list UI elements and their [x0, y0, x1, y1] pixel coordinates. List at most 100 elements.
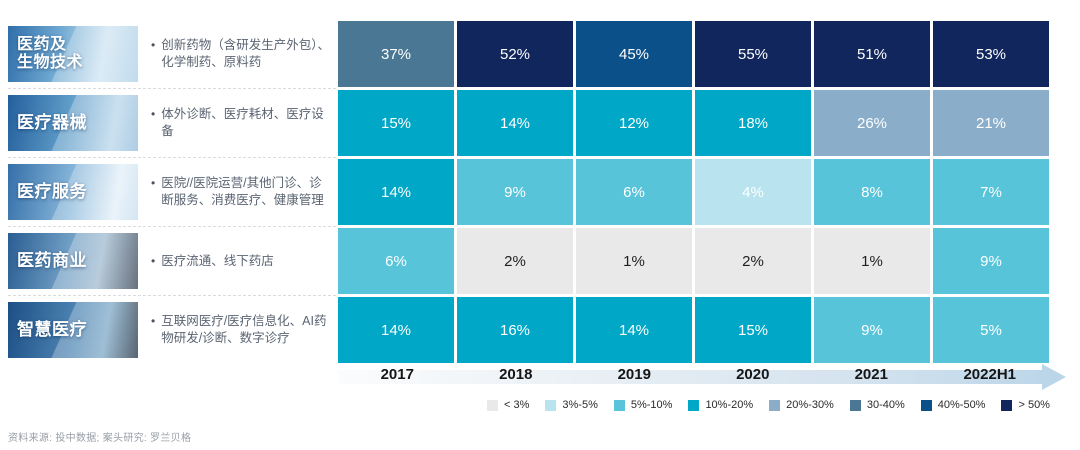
category-label: 医疗器械 — [17, 113, 87, 133]
bullet-icon: • — [151, 314, 156, 329]
legend-swatch — [487, 399, 498, 411]
heatmap-cell-医疗器械-2019: 12% — [576, 90, 692, 156]
heatmap-cell-医疗服务-2017: 14% — [338, 159, 454, 225]
legend-label: < 3% — [504, 399, 530, 411]
legend-swatch — [849, 399, 861, 411]
timeline-arrowhead-icon — [1042, 364, 1066, 390]
legend-label: 40%-50% — [937, 399, 986, 411]
category-description: • 医院//医院运营/其他门诊、诊断服务、消费医疗、健康管理 — [138, 175, 336, 209]
x-axis-labels: 2017 2018 2019 2020 2021 2022H1 — [338, 366, 1049, 383]
heatmap-cell-医药商业-2019: 1% — [576, 228, 692, 294]
row-divider — [8, 226, 336, 227]
heatmap-cell-医药及生物技术-2022H1: 53% — [933, 21, 1049, 87]
category-row-4: 医药商业 • 医疗流通、线下药店 — [8, 228, 336, 294]
category-row-1: 医药及 生物技术 • 创新药物（含研发生产外包）、化学制药、原料药 — [8, 21, 336, 87]
legend-swatch — [613, 399, 625, 411]
row-divider — [8, 157, 336, 158]
category-photo: 医疗器械 — [8, 95, 138, 151]
source-note: 资料来源: 投中数据; 案头研究: 罗兰贝格 — [8, 433, 192, 444]
heatmap-cell-医疗服务-2019: 6% — [576, 159, 692, 225]
x-axis-label-2017: 2017 — [380, 366, 414, 383]
category-description-text: 互联网医疗/医疗信息化、AI药物研发/诊断、数字诊疗 — [161, 314, 327, 345]
category-description-text: 医院//医院运营/其他门诊、诊断服务、消费医疗、健康管理 — [161, 176, 324, 207]
x-axis-label-2022H1: 2022H1 — [963, 366, 1017, 383]
heatmap-cell-医药及生物技术-2017: 37% — [338, 21, 454, 87]
category-label: 医疗服务 — [17, 182, 87, 202]
category-description-text: 体外诊断、医疗耗材、医疗设备 — [161, 107, 324, 138]
category-photo: 医药商业 — [8, 233, 138, 289]
legend-item-5: 20%-30% — [769, 399, 834, 411]
x-axis-label-2019: 2019 — [617, 366, 651, 383]
legend-swatch — [769, 399, 781, 411]
heatmap-cell-智慧医疗-2022H1: 5% — [933, 297, 1049, 363]
category-sidebar: 医药及 生物技术 • 创新药物（含研发生产外包）、化学制药、原料药医疗器械 • 体外诊断… — [8, 21, 336, 363]
heatmap-cell-医药商业-2018: 2% — [457, 228, 573, 294]
legend-item-4: 10%-20% — [688, 399, 753, 411]
bullet-icon: • — [151, 253, 156, 268]
x-axis-label-2020: 2020 — [736, 366, 770, 383]
legend-label: 10%-20% — [705, 399, 754, 411]
legend-item-7: 40%-50% — [920, 399, 986, 411]
heatmap-cell-医疗器械-2022H1: 21% — [933, 90, 1049, 156]
heatmap-cell-医疗服务-2022H1: 7% — [933, 159, 1049, 225]
category-photo: 智慧医疗 — [8, 302, 138, 358]
heatmap-cell-智慧医疗-2017: 14% — [338, 297, 454, 363]
legend-item-2: 3%-5% — [545, 399, 598, 411]
heatmap-cell-智慧医疗-2021: 9% — [814, 297, 930, 363]
category-photo: 医疗服务 — [8, 164, 138, 220]
legend-label: > 50% — [1018, 399, 1050, 411]
heatmap-cell-医疗服务-2018: 9% — [457, 159, 573, 225]
category-description-text: 医疗流通、线下药店 — [161, 253, 274, 268]
heatmap-cell-医疗服务-2021: 8% — [814, 159, 930, 225]
category-row-2: 医疗器械 • 体外诊断、医疗耗材、医疗设备 — [8, 90, 336, 156]
category-description: • 体外诊断、医疗耗材、医疗设备 — [138, 106, 336, 140]
heatmap-cell-智慧医疗-2019: 14% — [576, 297, 692, 363]
row-divider — [8, 295, 336, 296]
color-legend: < 3% 3%-5% 5%-10% 10%-20% 20%-30% 30-40% 40%-5… — [487, 399, 1050, 411]
legend-swatch — [545, 399, 557, 411]
heatmap-cell-医药及生物技术-2021: 51% — [814, 21, 930, 87]
category-description: • 互联网医疗/医疗信息化、AI药物研发/诊断、数字诊疗 — [138, 313, 336, 347]
category-description: • 医疗流通、线下药店 — [138, 253, 336, 270]
timeline-arrow-band — [338, 370, 1044, 384]
category-description: • 创新药物（含研发生产外包）、化学制药、原料药 — [138, 37, 336, 71]
heatmap-cell-医药及生物技术-2019: 45% — [576, 21, 692, 87]
legend-swatch — [688, 399, 700, 411]
category-row-3: 医疗服务 • 医院//医院运营/其他门诊、诊断服务、消费医疗、健康管理 — [8, 159, 336, 225]
legend-swatch — [1001, 399, 1013, 411]
heatmap-cell-医疗器械-2021: 26% — [814, 90, 930, 156]
legend-label: 20%-30% — [786, 399, 834, 411]
heatmap-grid: 37% 52% 45% 55% 51% 53% 15% 14% 12% 18% 26% 21% 14% 9… — [338, 21, 1049, 363]
category-row-5: 智慧医疗 • 互联网医疗/医疗信息化、AI药物研发/诊断、数字诊疗 — [8, 297, 336, 363]
category-label: 智慧医疗 — [17, 320, 87, 340]
legend-swatch — [920, 399, 932, 411]
heatmap-cell-医药商业-2017: 6% — [338, 228, 454, 294]
heatmap-cell-医疗器械-2017: 15% — [338, 90, 454, 156]
bullet-icon: • — [151, 107, 156, 122]
bullet-icon: • — [151, 176, 156, 191]
x-axis-label-2018: 2018 — [499, 366, 533, 383]
heatmap-cell-智慧医疗-2020: 15% — [695, 297, 811, 363]
legend-label: 3%-5% — [562, 399, 598, 411]
legend-item-8: > 50% — [1001, 399, 1050, 411]
heatmap-cell-医药及生物技术-2020: 55% — [695, 21, 811, 87]
category-description-text: 创新药物（含研发生产外包）、化学制药、原料药 — [161, 38, 330, 69]
row-divider — [8, 88, 336, 89]
heatmap-cell-医药商业-2021: 1% — [814, 228, 930, 294]
heatmap-cell-医疗服务-2020: 4% — [695, 159, 811, 225]
legend-item-1: < 3% — [487, 399, 529, 411]
legend-label: 30-40% — [866, 399, 905, 411]
heatmap-cell-医药及生物技术-2018: 52% — [457, 21, 573, 87]
heatmap-cell-医药商业-2022H1: 9% — [933, 228, 1049, 294]
legend-item-3: 5%-10% — [613, 399, 672, 411]
category-label: 医药及 生物技术 — [17, 36, 84, 71]
heatmap-cell-智慧医疗-2018: 16% — [457, 297, 573, 363]
category-label: 医药商业 — [17, 251, 87, 271]
heatmap-cell-医疗器械-2020: 18% — [695, 90, 811, 156]
heatmap-cell-医药商业-2020: 2% — [695, 228, 811, 294]
legend-item-6: 30-40% — [849, 399, 905, 411]
bullet-icon: • — [151, 38, 156, 53]
heatmap-cell-医疗器械-2018: 14% — [457, 90, 573, 156]
category-photo: 医药及 生物技术 — [8, 26, 138, 82]
